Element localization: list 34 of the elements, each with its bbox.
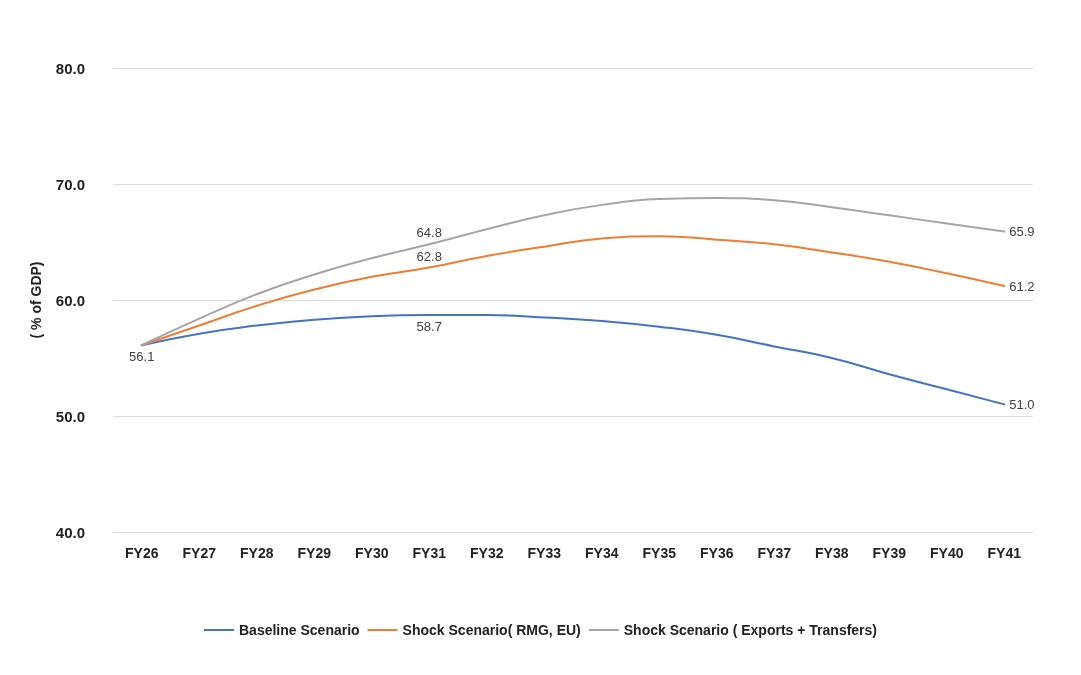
x-tick-label: FY37: [757, 545, 792, 561]
line-series: [140, 235, 1006, 347]
legend-label: Shock Scenario( RMG, EU): [402, 622, 581, 638]
data-label: 61.2: [1009, 278, 1035, 294]
x-tick-label: FY30: [355, 545, 389, 561]
x-tick-label: FY31: [412, 545, 447, 561]
legend-label: Shock Scenario ( Exports + Transfers): [623, 622, 878, 638]
x-tick-label: FY36: [700, 545, 734, 561]
y-tick-label: 50.0: [55, 407, 85, 425]
data-label: 65.9: [1009, 224, 1035, 240]
x-tick-label: FY28: [240, 545, 274, 561]
line-series: [140, 196, 1006, 347]
legend-label: Baseline Scenario: [238, 622, 360, 638]
x-tick-label: FY27: [182, 545, 217, 561]
y-tick-label: 70.0: [55, 175, 85, 193]
x-tick-label: FY39: [872, 545, 907, 561]
x-tick-label: FY32: [470, 545, 504, 561]
x-tick-label: FY40: [930, 545, 964, 561]
data-label: 64.8: [416, 225, 442, 241]
data-label: 62.8: [416, 248, 442, 264]
x-tick-label: FY26: [125, 545, 159, 561]
y-axis-title: ( % of GDP): [28, 261, 44, 339]
data-label: 58.7: [416, 319, 442, 335]
x-tick-label: FY29: [297, 545, 332, 561]
x-tick-label: FY38: [815, 545, 849, 561]
y-tick-label: 40.0: [55, 523, 85, 541]
x-tick-label: FY41: [987, 545, 1022, 561]
x-tick-label: FY33: [527, 545, 562, 561]
data-label: 51.0: [1009, 396, 1035, 412]
y-tick-label: 60.0: [55, 291, 85, 309]
y-tick-label: 80.0: [55, 59, 85, 77]
x-tick-label: FY34: [585, 545, 619, 561]
data-label: 56.1: [129, 349, 155, 365]
x-tick-label: FY35: [642, 545, 677, 561]
